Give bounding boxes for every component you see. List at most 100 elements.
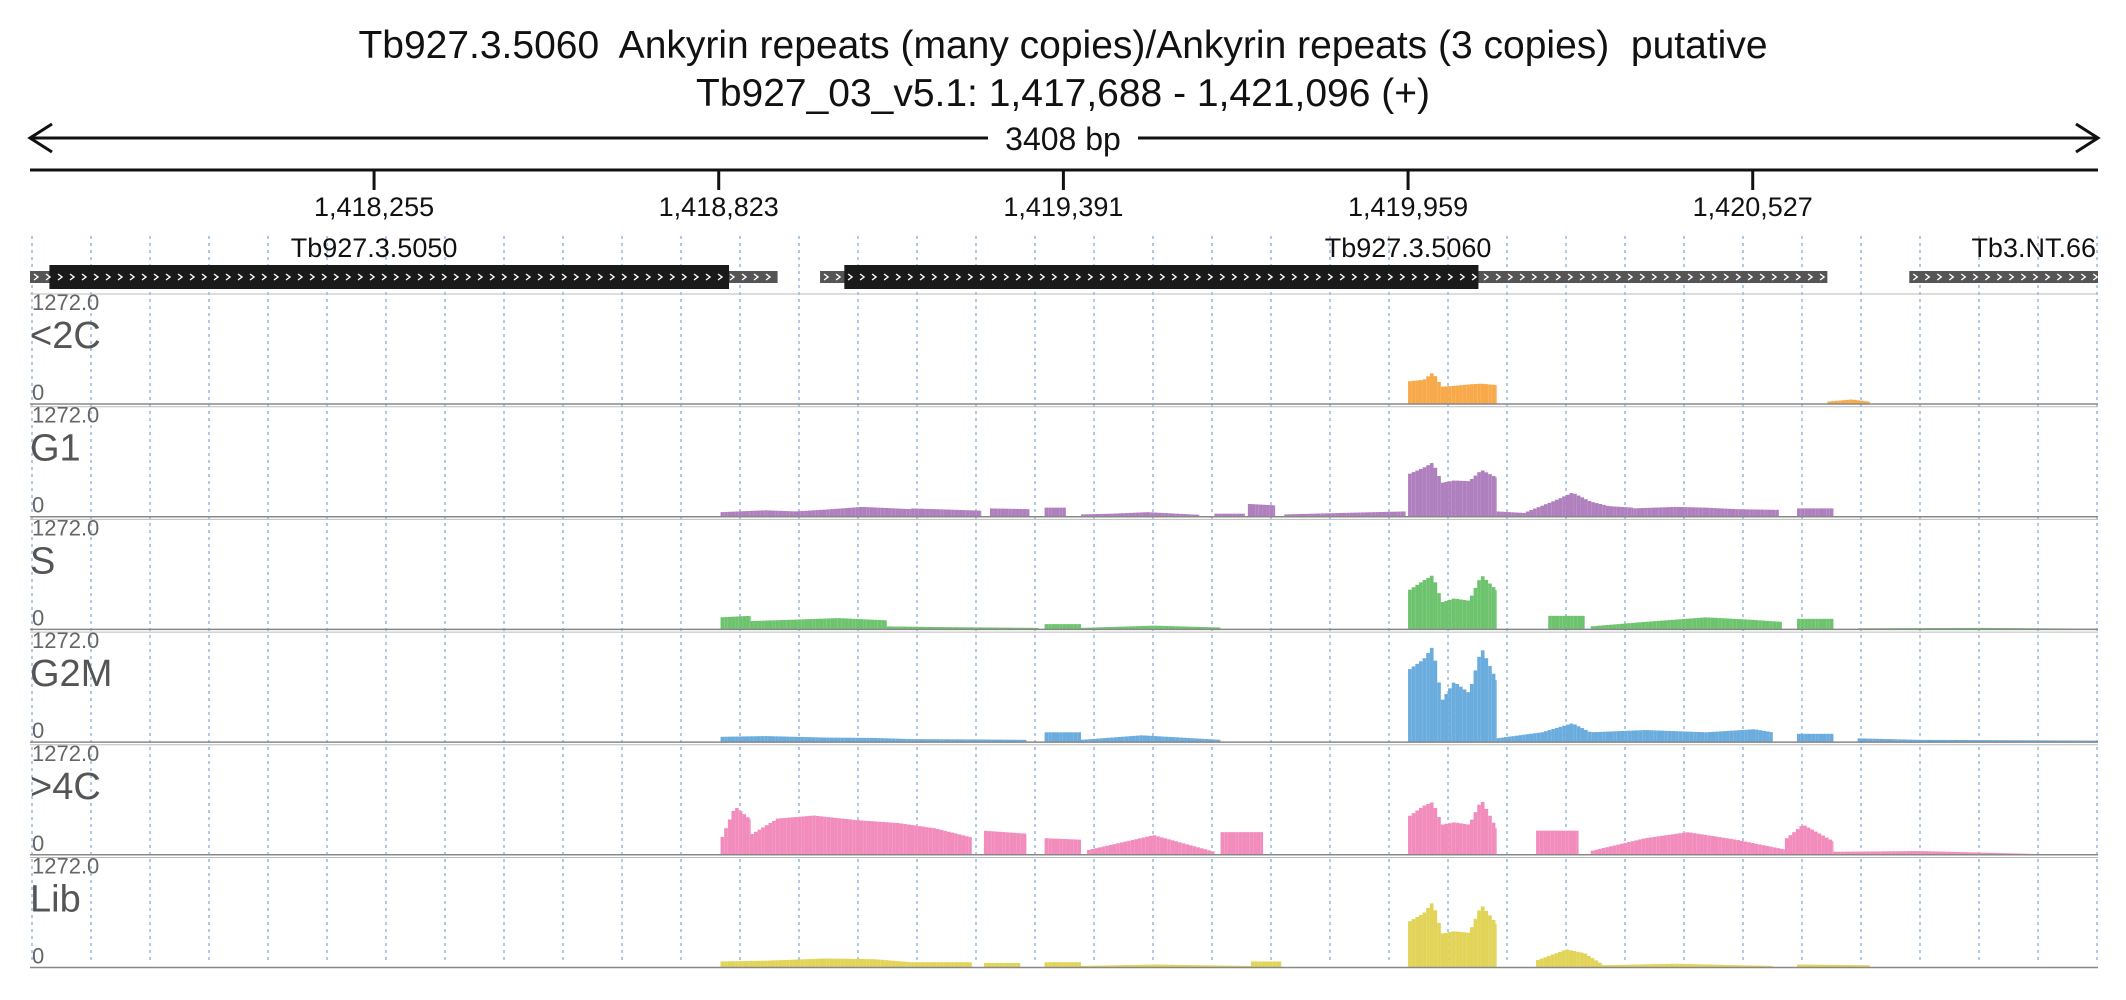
coverage-bar — [921, 826, 926, 855]
coverage-bar — [1664, 963, 1669, 968]
coverage-bar — [1748, 965, 1753, 968]
coverage-bar — [1437, 922, 1441, 968]
coverage-bar — [1656, 836, 1660, 855]
coverage-bar — [1986, 852, 1990, 855]
strand-chevron-icon — [1195, 273, 1202, 281]
coverage-bar — [815, 618, 820, 630]
coverage-bar — [1645, 837, 1649, 855]
coverage-bar — [1613, 731, 1617, 743]
coverage-bar — [1175, 737, 1180, 743]
coverage-bar — [1440, 824, 1445, 855]
strand-chevron-icon — [1651, 273, 1658, 281]
coverage-bar — [848, 819, 853, 855]
coverage-bar — [987, 831, 992, 855]
coverage-bar — [1175, 626, 1180, 630]
track-2c: 1272.0<2C0 — [30, 290, 2098, 405]
coverage-bar — [1244, 965, 1249, 968]
coverage-bar — [1437, 381, 1441, 404]
coverage-bar — [1726, 964, 1731, 968]
strand-chevron-icon — [1243, 273, 1250, 281]
coverage-bar — [1469, 478, 1474, 517]
coverage-bar — [1580, 497, 1585, 517]
coverage-bar — [1262, 504, 1267, 517]
strand-chevron-icon — [177, 273, 184, 281]
coverage-bar — [1624, 507, 1628, 517]
coverage-bar — [1623, 842, 1628, 855]
coverage-bar — [1540, 732, 1544, 743]
coverage-bar — [797, 619, 802, 630]
coverage-bar — [1500, 737, 1504, 743]
coverage-bar — [1157, 512, 1162, 517]
coverage-bar — [962, 739, 966, 743]
coverage-bar — [1714, 836, 1719, 855]
coverage-bar — [1400, 511, 1405, 517]
strand-chevron-icon — [859, 273, 866, 281]
coverage-bar — [1448, 688, 1452, 743]
coverage-bar — [901, 626, 906, 630]
coverage-bar — [954, 962, 959, 968]
coverage-bar — [830, 817, 835, 855]
coverage-bar — [1131, 735, 1136, 743]
coverage-bar — [1655, 507, 1659, 517]
coverage-bar — [1855, 851, 1859, 855]
coverage-bar — [940, 739, 944, 743]
coverage-bar — [2032, 740, 2037, 743]
coverage-bar — [881, 620, 885, 630]
coverage-bar — [1214, 513, 1219, 517]
coverage-bar — [911, 962, 915, 968]
strand-chevron-icon — [1567, 273, 1574, 281]
coverage-bar — [1635, 730, 1639, 743]
coverage-bar — [1584, 499, 1588, 517]
coverage-bar — [779, 818, 784, 855]
coverage-bar — [884, 960, 889, 968]
coverage-bar — [958, 962, 963, 968]
coverage-bar — [2087, 740, 2091, 743]
gene-utr — [1909, 271, 2098, 283]
coverage-bar — [1562, 496, 1566, 517]
coverage-bar — [1550, 830, 1555, 855]
coverage-bar — [1077, 962, 1081, 968]
coverage-bar — [1258, 961, 1262, 968]
coverage-bar — [786, 619, 791, 630]
coverage-bar — [1547, 955, 1551, 968]
coverage-bar — [1945, 739, 1949, 743]
coverage-bar — [895, 961, 899, 968]
gene-label: Tb927.3.5050 — [291, 233, 458, 263]
coverage-bar — [1226, 965, 1231, 968]
track-ymin-label: 0 — [32, 380, 44, 405]
coverage-bar — [1718, 618, 1722, 630]
coverage-bar — [822, 958, 827, 968]
coverage-bar — [969, 962, 972, 968]
coverage-bar — [1055, 962, 1060, 968]
coverage-bar — [1880, 851, 1885, 855]
coverage-bar — [1444, 600, 1449, 630]
coverage-bar — [760, 510, 765, 517]
strand-chevron-icon — [1375, 273, 1382, 281]
coverage-bar — [1587, 955, 1591, 968]
coverage-bar — [1185, 844, 1190, 855]
coverage-bar — [968, 837, 972, 855]
coverage-bar — [1724, 508, 1728, 517]
coverage-bar — [760, 960, 765, 968]
coverage-bar — [1238, 832, 1243, 855]
coverage-bar — [873, 507, 878, 517]
coverage-bar — [1408, 473, 1412, 517]
coverage-bar — [2076, 740, 2080, 743]
coverage-bar — [826, 817, 831, 855]
coverage-bar — [753, 736, 757, 743]
coverage-bar — [724, 961, 728, 968]
coverage-bar — [869, 507, 874, 517]
coverage-bar — [1495, 590, 1497, 630]
coverage-bar — [1690, 964, 1694, 968]
coverage-bar — [1591, 502, 1595, 517]
coverage-bar — [1699, 617, 1704, 630]
coverage-bar — [848, 618, 853, 630]
coverage-bar — [1997, 853, 2001, 855]
coverage-bar — [1451, 822, 1456, 855]
span-arrow-left-icon — [27, 122, 53, 154]
coverage-bar — [918, 962, 923, 968]
coverage-bar — [1810, 829, 1815, 855]
coverage-bar — [895, 823, 900, 855]
coverage-bar — [1953, 851, 1958, 855]
coverage-bar — [1415, 584, 1419, 630]
